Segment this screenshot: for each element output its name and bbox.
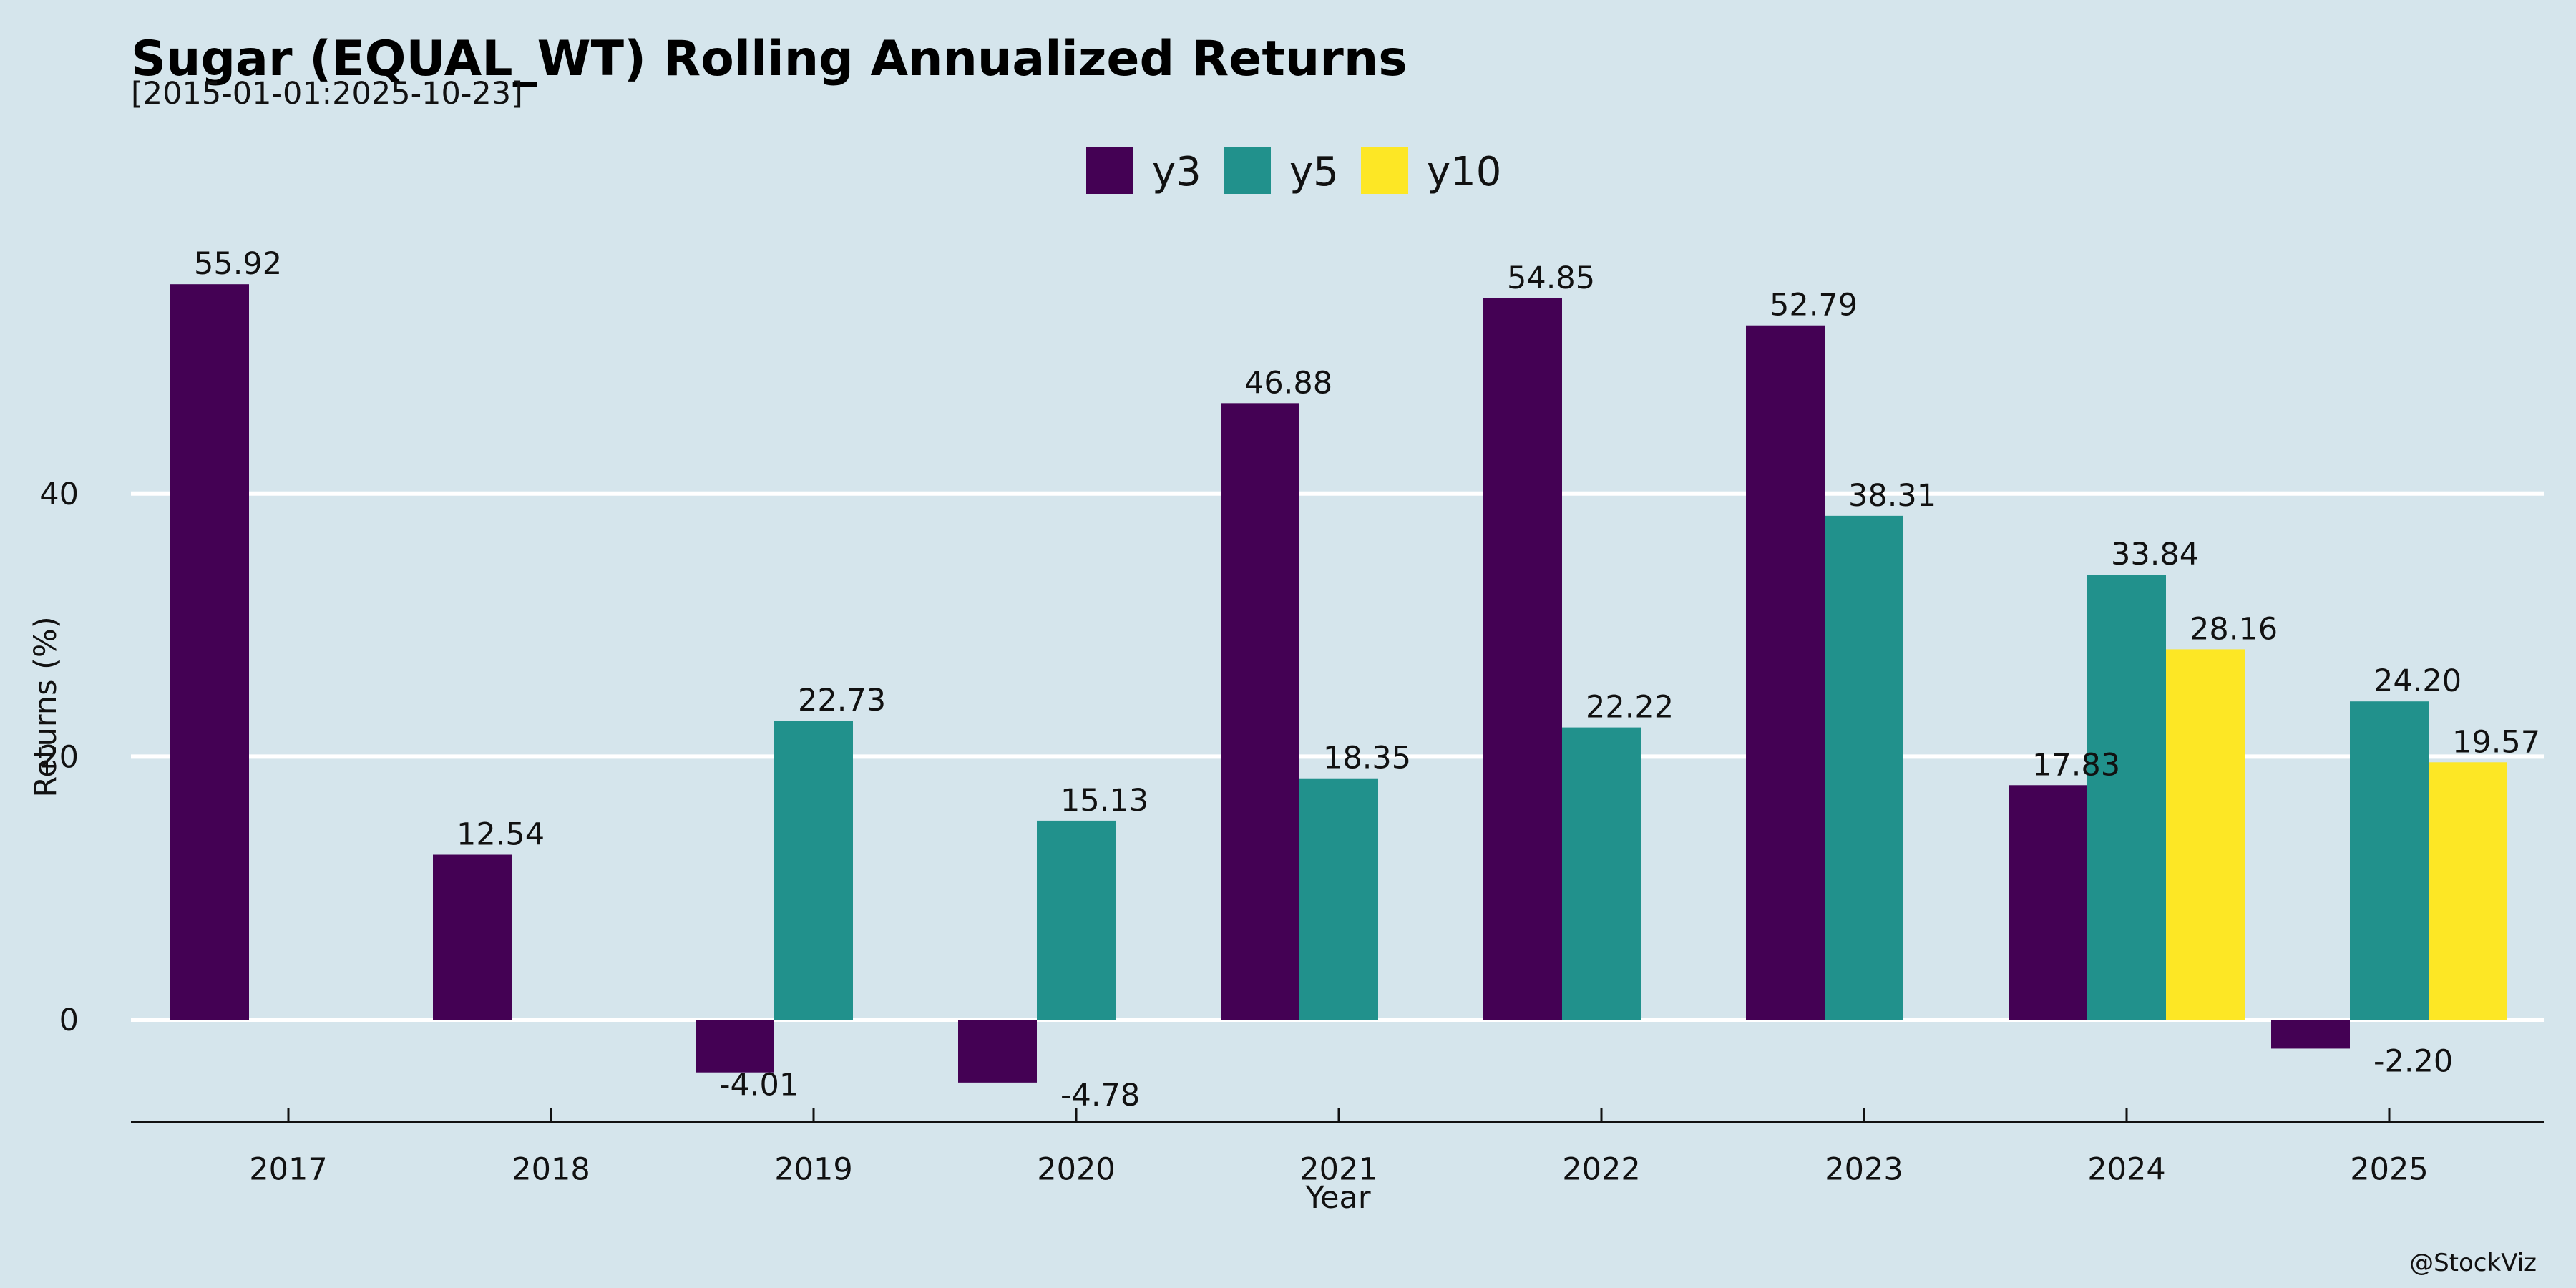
bar-y3-2017 bbox=[170, 284, 249, 1020]
x-tick-label-2018: 2018 bbox=[512, 1151, 590, 1187]
data-label-16: -2.20 bbox=[2373, 1043, 2453, 1079]
data-label-11: 38.31 bbox=[1848, 478, 1936, 514]
x-tick-label-2025: 2025 bbox=[2350, 1151, 2428, 1187]
x-tick-label-2023: 2023 bbox=[1825, 1151, 1903, 1187]
data-label-1: 12.54 bbox=[457, 817, 545, 853]
bar-y3-2024 bbox=[2009, 785, 2087, 1020]
legend-swatch-y5 bbox=[1224, 147, 1271, 194]
bar-y3-2022 bbox=[1483, 298, 1562, 1020]
y-tick-label-2: 40 bbox=[39, 477, 79, 512]
data-label-10: 52.79 bbox=[1770, 288, 1858, 323]
x-axis-label: Year bbox=[1304, 1180, 1370, 1216]
bar-y5-2019 bbox=[774, 721, 853, 1020]
bars bbox=[170, 284, 2507, 1083]
legend-label-y10: y10 bbox=[1427, 149, 1501, 195]
x-axis: 2017 2018 2019 2020 2021 2022 2023 2024 2025 bbox=[131, 1108, 2544, 1187]
bar-y3-2021 bbox=[1221, 403, 1299, 1020]
legend-swatch-y3 bbox=[1086, 147, 1133, 194]
bar-y10-2024 bbox=[2166, 649, 2245, 1020]
data-label-3: 22.73 bbox=[798, 683, 886, 718]
bar-y5-2024 bbox=[2087, 575, 2166, 1020]
data-label-7: 18.35 bbox=[1323, 741, 1411, 776]
bar-y5-2020 bbox=[1037, 820, 1116, 1020]
legend: y3 y5 y10 bbox=[1086, 147, 1501, 195]
bar-y5-2021 bbox=[1299, 778, 1378, 1020]
data-labels: 55.92 12.54 -4.01 22.73 -4.78 15.13 46.88 18.35… bbox=[194, 246, 2540, 1113]
data-label-9: 22.22 bbox=[1586, 690, 1674, 726]
x-tick-label-2019: 2019 bbox=[774, 1151, 852, 1187]
chart-title: Sugar (EQUAL_WT) Rolling Annualized Retu… bbox=[131, 31, 1407, 87]
watermark: @StockViz bbox=[2409, 1249, 2537, 1277]
y-axis-label: Returns (%) bbox=[28, 616, 64, 797]
bar-y3-2019 bbox=[696, 1020, 774, 1073]
bar-y3-2025 bbox=[2271, 1020, 2350, 1049]
x-tick-label-2022: 2022 bbox=[1562, 1151, 1640, 1187]
chart-subtitle: [2015-01-01:2025-10-23] bbox=[131, 76, 523, 112]
legend-swatch-y10 bbox=[1361, 147, 1408, 194]
data-label-13: 33.84 bbox=[2111, 537, 2199, 572]
x-tick-label-2017: 2017 bbox=[249, 1151, 327, 1187]
y-tick-label-0: 0 bbox=[59, 1002, 79, 1038]
bar-y5-2025 bbox=[2350, 701, 2429, 1020]
x-tick-label-2020: 2020 bbox=[1037, 1151, 1115, 1187]
bar-y3-2020 bbox=[958, 1020, 1037, 1083]
y-tick-label-1: 20 bbox=[39, 739, 79, 775]
data-label-5: 15.13 bbox=[1060, 783, 1148, 819]
data-label-8: 54.85 bbox=[1507, 260, 1595, 296]
data-label-14: 28.16 bbox=[2190, 611, 2278, 647]
data-label-12: 17.83 bbox=[2032, 747, 2120, 783]
bar-y5-2022 bbox=[1562, 727, 1641, 1020]
data-label-6: 46.88 bbox=[1244, 365, 1332, 401]
x-tick-label-2024: 2024 bbox=[2087, 1151, 2165, 1187]
data-label-17: 19.57 bbox=[2452, 724, 2540, 760]
data-label-2: -4.01 bbox=[719, 1068, 799, 1103]
legend-label-y3: y3 bbox=[1152, 149, 1201, 195]
legend-label-y5: y5 bbox=[1289, 149, 1339, 195]
x-tick-label-2021: 2021 bbox=[1299, 1151, 1377, 1187]
bar-y10-2025 bbox=[2429, 762, 2507, 1020]
bar-y3-2018 bbox=[433, 854, 512, 1020]
bar-y5-2023 bbox=[1825, 515, 1903, 1020]
data-label-4: -4.78 bbox=[1060, 1078, 1140, 1113]
data-label-0: 55.92 bbox=[194, 246, 282, 282]
y-axis: 0 20 40 bbox=[39, 477, 79, 1038]
data-label-15: 24.20 bbox=[2373, 663, 2462, 699]
bar-y3-2023 bbox=[1746, 325, 1825, 1020]
